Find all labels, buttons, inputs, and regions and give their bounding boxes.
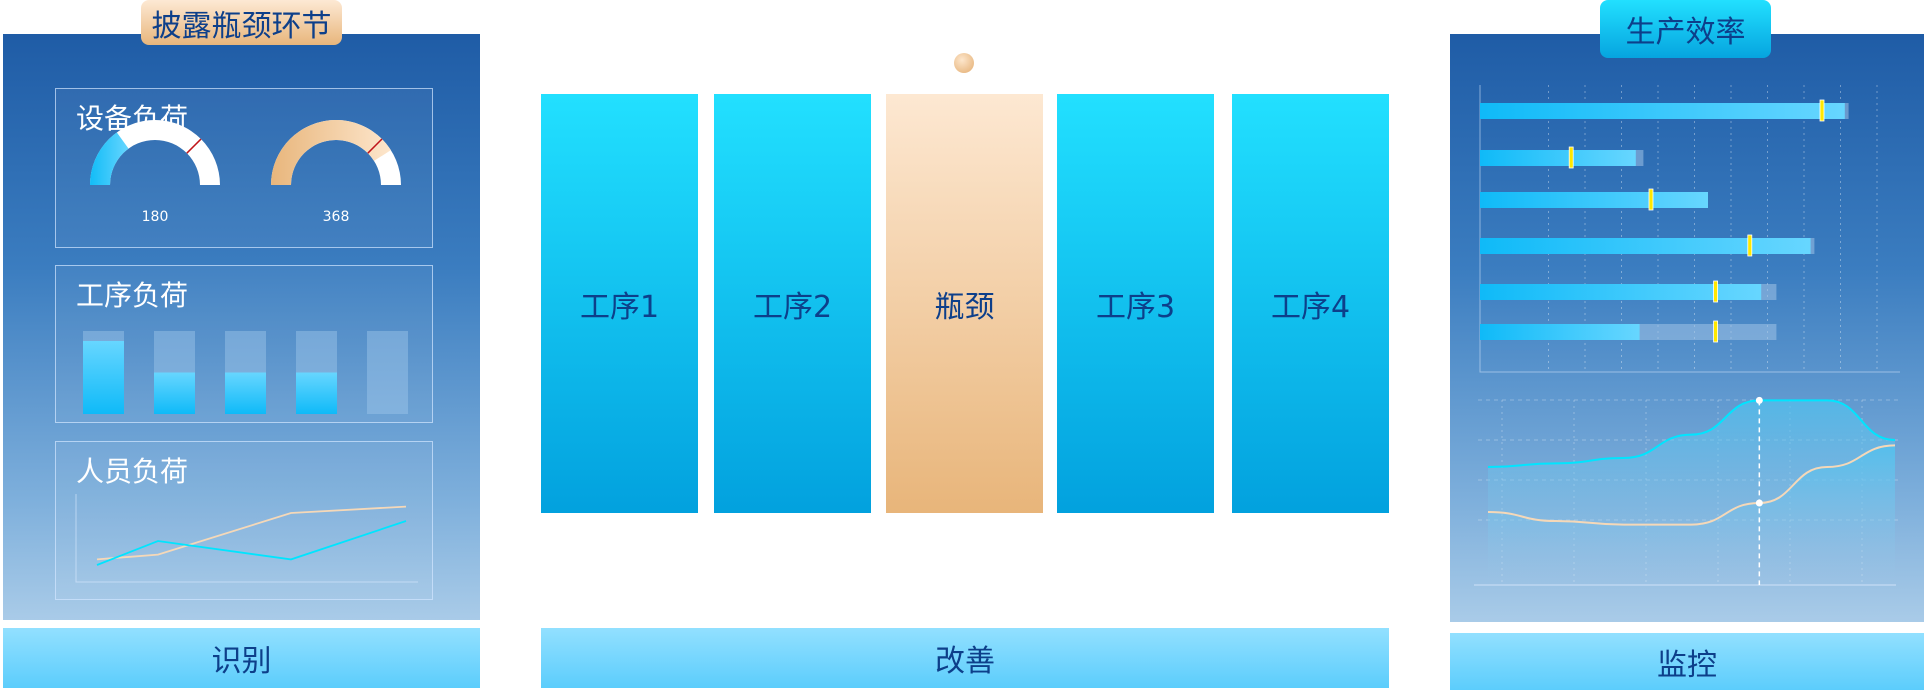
gauge-fill — [271, 119, 391, 185]
staff-line-cyan — [96, 520, 407, 566]
bottleneck-title-tab: 披露瓶颈环节 — [141, 0, 342, 45]
gauges — [90, 119, 401, 185]
indicator-dot — [954, 53, 974, 73]
process-bars — [83, 331, 408, 414]
gauge-limit-mark — [186, 138, 202, 154]
gauge-value: 180 — [141, 209, 169, 225]
efficiency-line-cyan — [1487, 399, 1896, 468]
monitor-footer: 监控 — [1450, 633, 1924, 690]
target-marker — [1819, 99, 1825, 122]
target-marker — [1747, 234, 1753, 257]
chart-axis — [75, 494, 418, 583]
efficiency-bar-fill — [1480, 324, 1640, 340]
chart-axis — [1479, 85, 1900, 373]
target-marker — [1568, 146, 1574, 169]
highlight-dot — [1755, 499, 1763, 507]
staff-load-title: 人员负荷 — [76, 455, 189, 488]
gauge-track — [90, 120, 220, 185]
staff-line-chart — [75, 494, 418, 583]
process-column[interactable]: 工序2 — [714, 94, 871, 513]
process-column[interactable]: 工序4 — [1232, 94, 1389, 513]
efficiency-bar-fill — [1480, 238, 1811, 254]
efficiency-bar-fill — [1480, 284, 1762, 300]
improve-footer: 改善 — [541, 628, 1389, 688]
column-label: 工序1 — [579, 289, 660, 325]
process-bar-fill — [296, 372, 337, 414]
equipment-load-box: 设备负荷 180 368 — [55, 88, 433, 248]
gauge-value: 368 — [322, 209, 350, 225]
gauge-limit-mark — [367, 138, 383, 154]
process-load-box: 工序负荷 — [55, 265, 433, 423]
process-bar-track — [367, 331, 408, 414]
bottleneck-column[interactable]: 瓶颈 — [886, 94, 1043, 513]
process-bar-fill — [225, 372, 266, 414]
staff-load-box: 人员负荷 — [55, 441, 433, 600]
efficiency-title-tab: 生产效率 — [1600, 0, 1771, 58]
process-bar-fill — [83, 340, 124, 414]
column-label: 瓶颈 — [934, 289, 995, 325]
efficiency-line-peach — [1487, 444, 1896, 526]
column-label: 工序4 — [1270, 289, 1351, 325]
column-label: 工序2 — [752, 289, 833, 325]
efficiency-bar-fill — [1480, 103, 1845, 119]
column-label: 工序3 — [1095, 289, 1176, 325]
efficiency-bar-fill — [1480, 192, 1708, 208]
staff-line-peach — [96, 505, 407, 561]
process-column[interactable]: 工序3 — [1057, 94, 1214, 513]
target-marker — [1648, 188, 1654, 211]
efficiency-bar-fill — [1480, 150, 1636, 166]
area-peach — [1488, 445, 1895, 585]
target-marker — [1713, 320, 1718, 343]
identify-footer: 识别 — [3, 628, 480, 688]
process-column[interactable]: 工序1 — [541, 94, 698, 513]
gauge-fill — [90, 132, 129, 185]
process-load-title: 工序负荷 — [76, 279, 189, 312]
target-marker — [1713, 280, 1718, 303]
highlight-dot — [1755, 396, 1763, 404]
process-bar-fill — [154, 372, 195, 414]
